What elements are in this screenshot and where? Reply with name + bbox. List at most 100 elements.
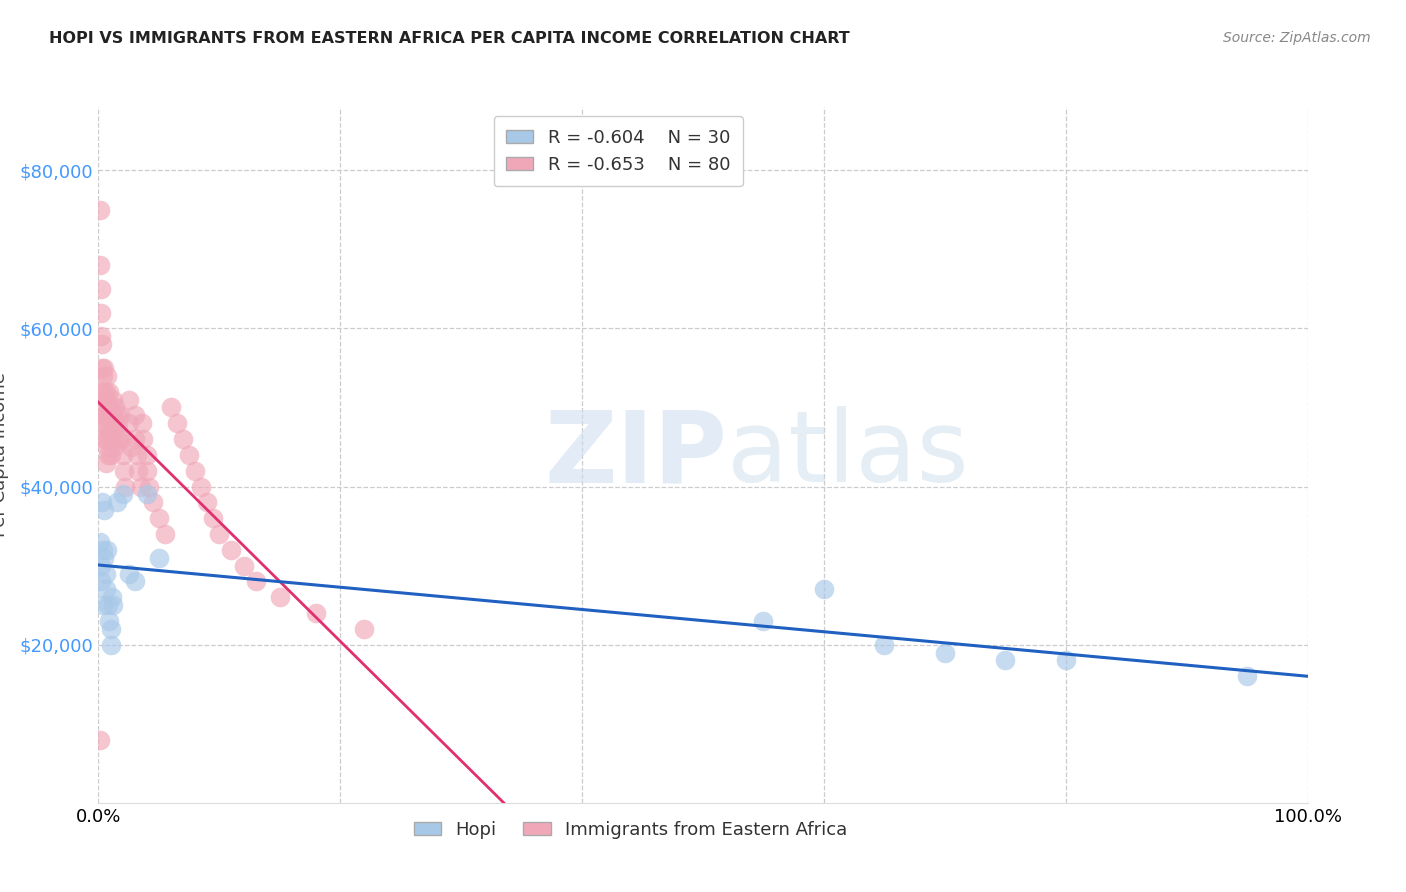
Point xyxy=(98,432,121,446)
Point xyxy=(934,646,956,660)
Point xyxy=(103,440,125,454)
Point xyxy=(93,384,115,399)
Point xyxy=(100,401,122,415)
Point xyxy=(105,432,128,446)
Point xyxy=(94,566,117,581)
Point xyxy=(1236,669,1258,683)
Point xyxy=(94,582,117,597)
Point xyxy=(101,392,124,407)
Point xyxy=(98,409,121,423)
Point xyxy=(108,432,131,446)
Point xyxy=(994,653,1017,667)
Point xyxy=(97,598,120,612)
Point xyxy=(101,598,124,612)
Point xyxy=(107,417,129,431)
Point xyxy=(91,417,114,431)
Point xyxy=(172,432,194,446)
Point xyxy=(112,464,135,478)
Point xyxy=(93,432,115,446)
Point xyxy=(97,401,120,415)
Point xyxy=(873,638,896,652)
Point xyxy=(100,638,122,652)
Point xyxy=(135,487,157,501)
Point xyxy=(135,448,157,462)
Point xyxy=(94,384,117,399)
Point xyxy=(111,487,134,501)
Point xyxy=(132,432,155,446)
Point xyxy=(202,511,225,525)
Point xyxy=(91,368,114,383)
Legend: Hopi, Immigrants from Eastern Africa: Hopi, Immigrants from Eastern Africa xyxy=(406,814,855,846)
Point xyxy=(1054,653,1077,667)
Point xyxy=(124,409,146,423)
Point xyxy=(98,614,121,628)
Point xyxy=(89,258,111,272)
Point xyxy=(120,440,142,454)
Point xyxy=(91,401,114,415)
Point xyxy=(96,440,118,454)
Point xyxy=(89,732,111,747)
Point xyxy=(110,432,132,446)
Point xyxy=(89,534,111,549)
Text: HOPI VS IMMIGRANTS FROM EASTERN AFRICA PER CAPITA INCOME CORRELATION CHART: HOPI VS IMMIGRANTS FROM EASTERN AFRICA P… xyxy=(49,31,851,46)
Point xyxy=(101,417,124,431)
Point xyxy=(100,591,122,605)
Point xyxy=(91,598,114,612)
Point xyxy=(91,337,114,351)
Text: atlas: atlas xyxy=(727,407,969,503)
Point xyxy=(93,361,115,376)
Point xyxy=(269,591,291,605)
Point xyxy=(90,329,112,343)
Point xyxy=(305,606,328,620)
Point xyxy=(153,527,176,541)
Point xyxy=(221,542,243,557)
Point xyxy=(89,202,111,217)
Point xyxy=(129,479,152,493)
Point xyxy=(232,558,254,573)
Point xyxy=(131,417,153,431)
Text: ZIP: ZIP xyxy=(544,407,727,503)
Point xyxy=(190,479,212,493)
Point xyxy=(90,282,112,296)
Point xyxy=(91,361,114,376)
Point xyxy=(98,384,121,399)
Point xyxy=(97,424,120,438)
Point xyxy=(118,392,141,407)
Point xyxy=(91,384,114,399)
Point xyxy=(91,495,114,509)
Point xyxy=(94,432,117,446)
Point xyxy=(142,495,165,509)
Point xyxy=(96,542,118,557)
Point xyxy=(118,417,141,431)
Point xyxy=(96,417,118,431)
Point xyxy=(94,456,117,470)
Point xyxy=(105,495,128,509)
Point xyxy=(124,432,146,446)
Point xyxy=(105,409,128,423)
Point xyxy=(90,574,112,589)
Point xyxy=(135,464,157,478)
Point xyxy=(166,417,188,431)
Point xyxy=(108,409,131,423)
Point xyxy=(90,305,112,319)
Point xyxy=(103,417,125,431)
Point xyxy=(353,622,375,636)
Point xyxy=(91,542,114,557)
Point xyxy=(93,550,115,565)
Y-axis label: Per Capita Income: Per Capita Income xyxy=(0,373,8,537)
Point xyxy=(813,582,835,597)
Point xyxy=(160,401,183,415)
Point xyxy=(97,448,120,462)
Point xyxy=(179,448,201,462)
Point xyxy=(245,574,267,589)
Point xyxy=(118,566,141,581)
Point xyxy=(100,432,122,446)
Point xyxy=(148,511,170,525)
Point xyxy=(93,409,115,423)
Point xyxy=(752,614,775,628)
Point xyxy=(138,479,160,493)
Point xyxy=(96,392,118,407)
Point xyxy=(100,409,122,423)
Point xyxy=(104,401,127,415)
Point xyxy=(124,574,146,589)
